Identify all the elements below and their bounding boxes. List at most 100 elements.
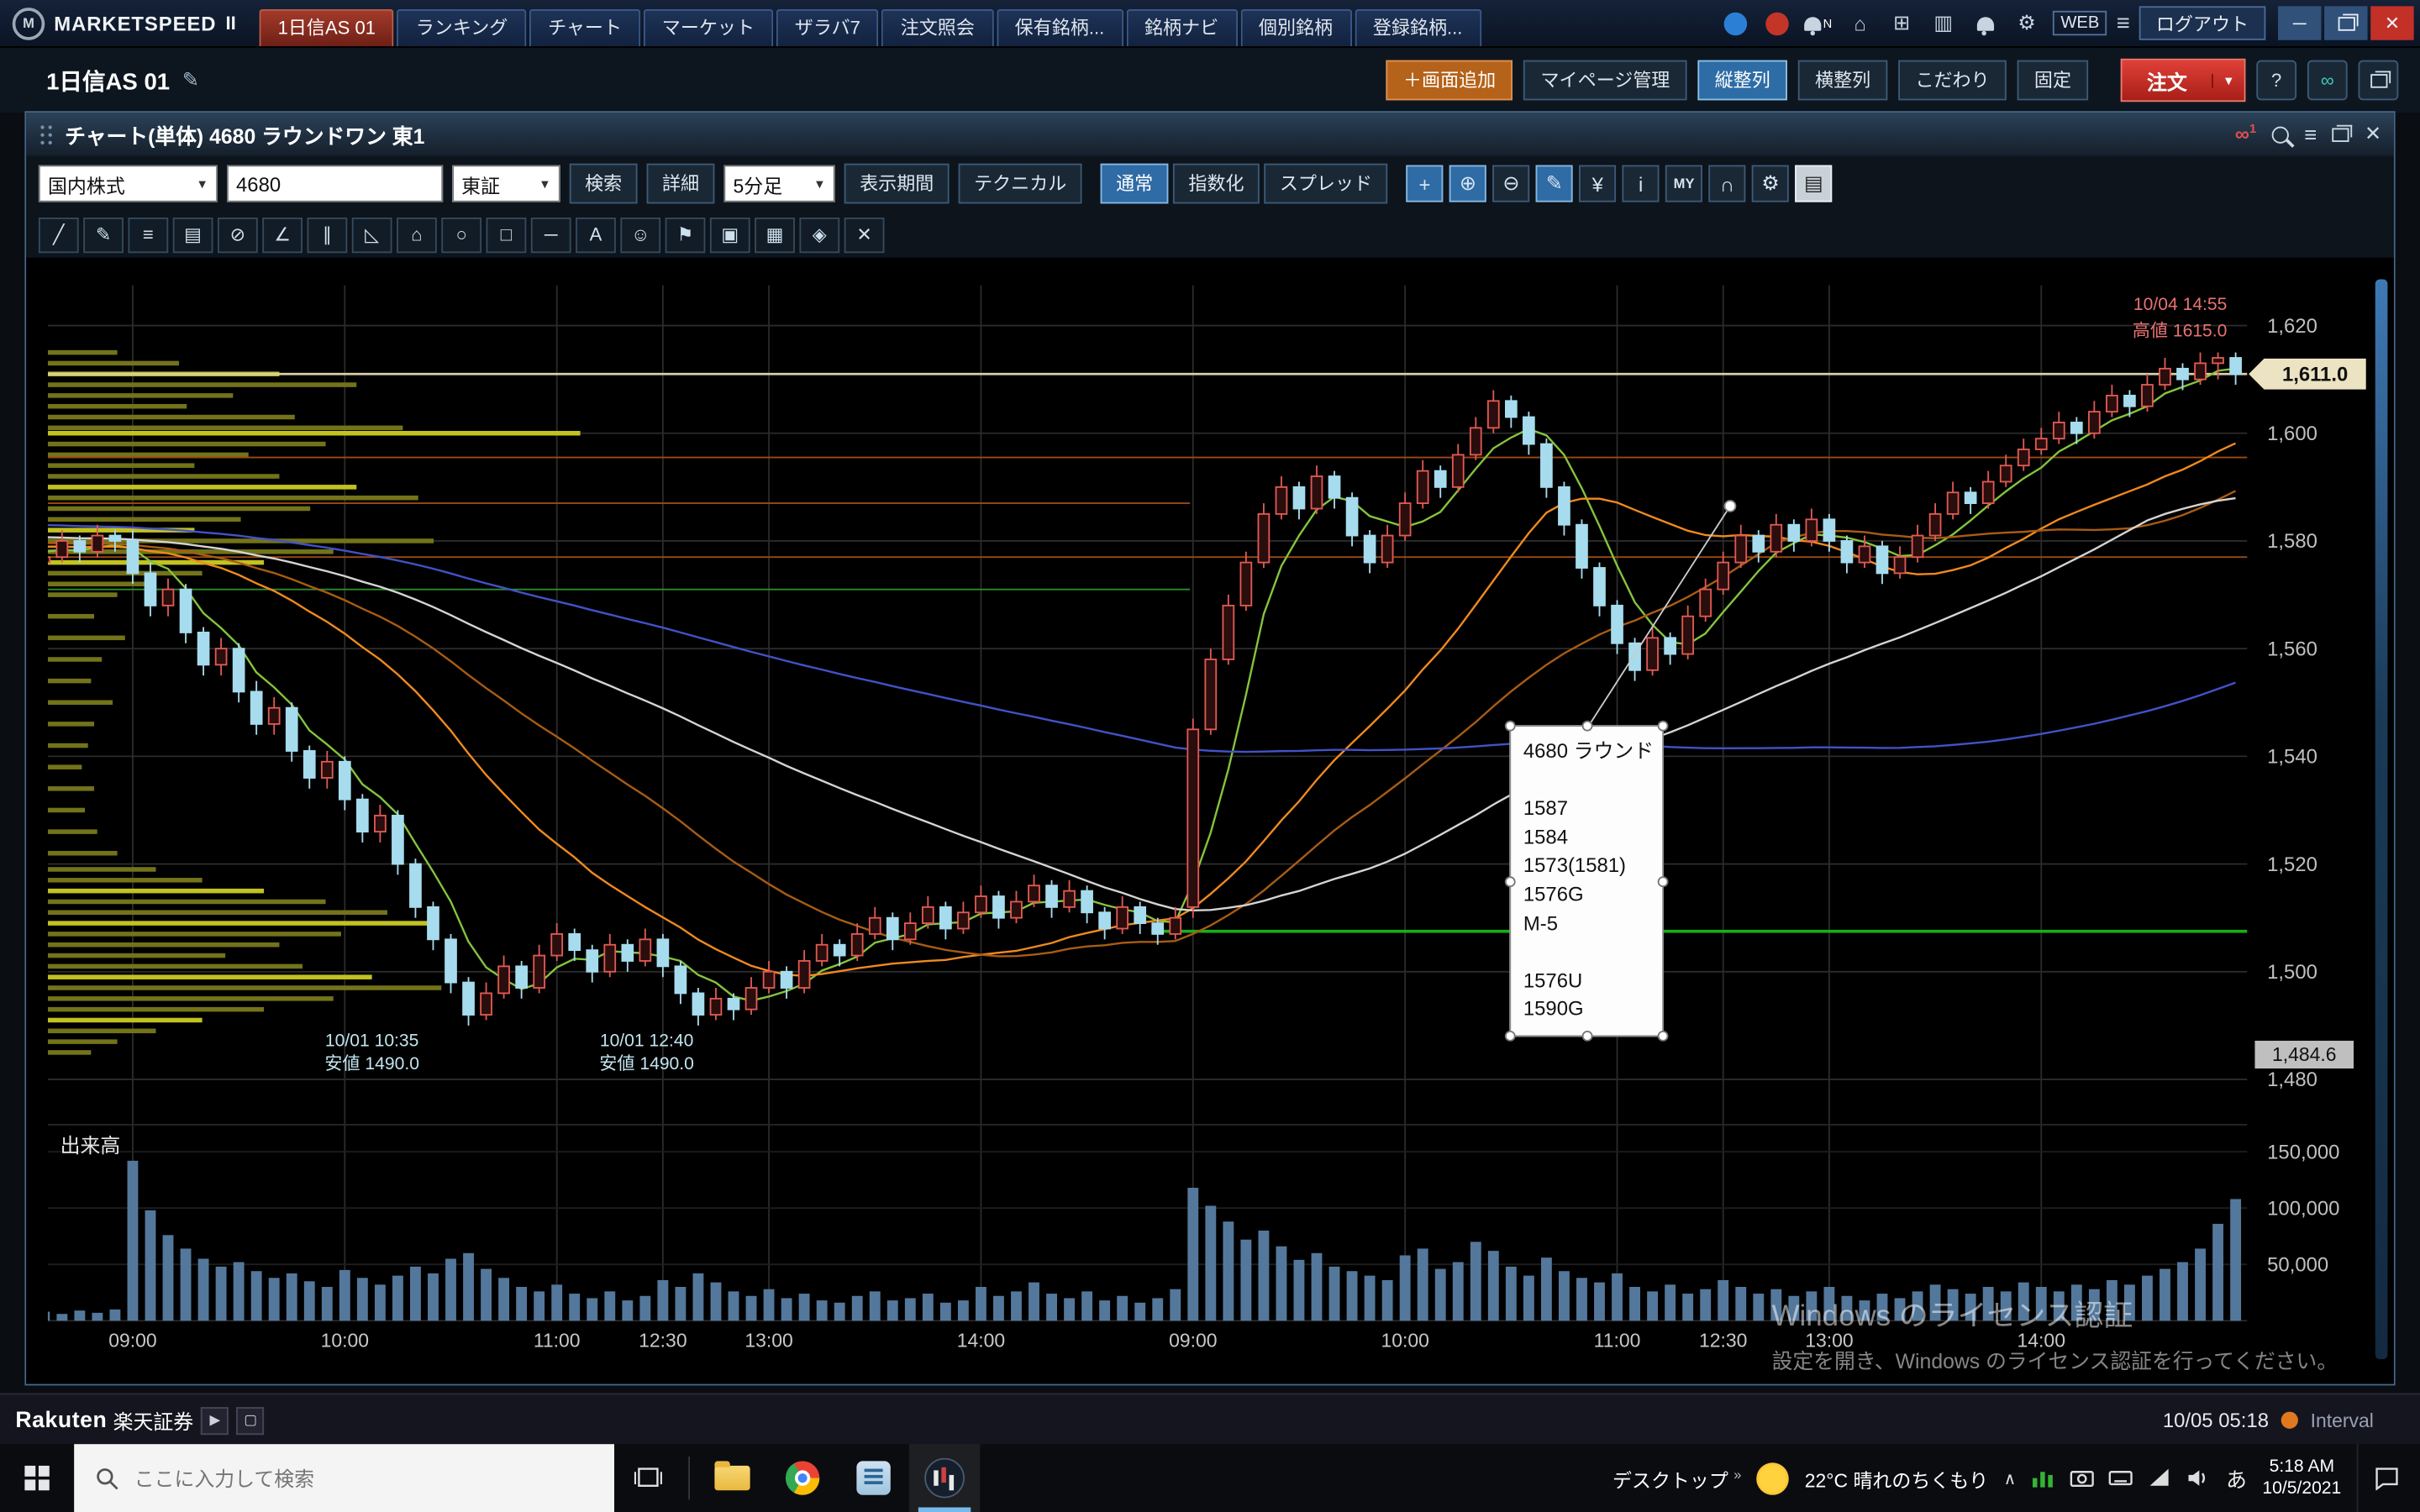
start-button[interactable] [0,1444,74,1512]
mypage-manage-button[interactable]: マイページ管理 [1523,60,1686,101]
restore-button[interactable] [2324,6,2367,39]
circle-line-tool[interactable]: ⊘ [218,217,258,252]
marketspeed-app-button[interactable] [909,1444,980,1512]
polygon-tool[interactable]: ⌂ [397,217,437,252]
speed-news-icon[interactable] [1760,8,1793,39]
resize-handle[interactable] [1505,876,1516,887]
alert-bell-icon[interactable] [1968,8,2002,39]
tray-expand-icon[interactable]: ∧ [2004,1468,2017,1488]
app-tab-3[interactable]: マーケット [644,9,773,46]
app-tab-7[interactable]: 銘柄ナビ [1126,9,1237,46]
draw-pencil-button[interactable]: ✎ [1536,165,1573,202]
add-screen-button[interactable]: ＋画面追加 [1386,60,1513,101]
ime-indicator[interactable]: あ [2226,1462,2247,1494]
file-explorer-button[interactable] [696,1444,766,1512]
home-icon[interactable]: ⌂ [1843,8,1876,39]
keyboard-tray-icon[interactable] [2109,1466,2133,1490]
icon-stamp-tool[interactable]: ☺ [620,217,660,252]
app-tab-6[interactable]: 保有銘柄... [997,9,1123,46]
add-chart-button[interactable]: + [1406,165,1443,202]
window-menu-icon[interactable]: ≡ [2304,122,2317,146]
stock-code-input[interactable] [227,165,443,202]
resize-handle[interactable] [1658,1031,1669,1042]
yen-scale-button[interactable]: ¥ [1579,165,1616,202]
maximize-icon[interactable] [2332,128,2349,142]
gann-fan-tool[interactable]: ∠ [262,217,302,252]
mode-indexed-button[interactable]: 指数化 [1173,164,1260,204]
app-tab-0[interactable]: 1日信AS 01 [260,9,394,46]
link-group-icon[interactable]: ∞1 [2235,123,2256,146]
chart-window-header[interactable]: チャート(単体) 4680 ラウンドワン 東1 ∞1 ≡ ✕ [26,113,2394,155]
close-button[interactable]: ✕ [2370,6,2413,39]
order-button[interactable]: 注文 ▼ [2121,59,2246,102]
text-tool[interactable]: A [576,217,616,252]
horizontal-lines-tool[interactable]: ≡ [128,217,168,252]
news-bell-icon[interactable]: N [1802,8,1835,39]
horizontal-segment-tool[interactable]: ─ [531,217,571,252]
eraser-tool[interactable]: ◈ [799,217,839,252]
fib-retracement-tool[interactable]: ▤ [173,217,213,252]
search-stock-button[interactable]: 検索 [570,164,638,204]
search-icon[interactable] [2272,126,2289,143]
app-tab-4[interactable]: ザラバ7 [776,9,879,46]
vertical-tile-button[interactable]: 縦整列 [1697,60,1787,101]
horizontal-tile-button[interactable]: 横整列 [1798,60,1888,101]
stock-widget-icon[interactable] [2032,1466,2056,1490]
mode-normal-button[interactable]: 通常 [1101,164,1169,204]
exchange-select[interactable]: 東証▼ [452,165,560,202]
help-button[interactable]: ? [2256,60,2296,101]
ellipse-tool[interactable]: ○ [441,217,481,252]
zoom-out-button[interactable]: ⊖ [1492,165,1529,202]
chart-cloud-button[interactable]: ∩ [1708,165,1745,202]
action-center-button[interactable] [2357,1444,2414,1512]
taskbar-search[interactable] [74,1444,614,1512]
network-tray-icon[interactable] [2148,1466,2172,1490]
trendline-tool[interactable]: ╱ [39,217,79,252]
kodawari-button[interactable]: こだわり [1898,60,2007,101]
pen-tool[interactable]: ✎ [83,217,124,252]
close-window-icon[interactable]: ✕ [2365,122,2381,146]
mode-spread-button[interactable]: スプレッド [1264,164,1387,204]
annotation-note[interactable]: 4680 ラウンド 158715841573(1581)1576GM-5 157… [1509,725,1664,1037]
interval-select[interactable]: 5分足▼ [723,165,834,202]
camera-tray-icon[interactable] [2070,1466,2095,1490]
image-tool[interactable]: ▦ [755,217,795,252]
my-chart-button[interactable]: MY [1665,165,1702,202]
logout-button[interactable]: ログアウト [2139,6,2266,39]
weather-widget[interactable]: 22°C 晴れのちくもり [1805,1463,1988,1493]
app-tab-8[interactable]: 個別銘柄 [1240,9,1351,46]
resize-handle[interactable] [1582,1031,1593,1042]
rectangle-tool[interactable]: □ [487,217,527,252]
volume-tray-icon[interactable] [2186,1466,2210,1490]
resize-handle[interactable] [1658,721,1669,732]
zoom-in-button[interactable]: ⊕ [1449,165,1486,202]
flag-pin-tool[interactable]: ⚑ [666,217,706,252]
resize-handle[interactable] [1505,721,1516,732]
order-caret-icon[interactable]: ▼ [2212,73,2244,87]
edit-workspace-icon[interactable]: ✎ [182,68,199,92]
web-badge[interactable]: WEB [2053,11,2107,35]
vertical-lines-tool[interactable]: ∥ [308,217,348,252]
minimize-button[interactable]: ─ [2278,6,2321,39]
app-tab-2[interactable]: チャート [529,9,640,46]
chart-canvas[interactable]: 1,6201,6001,5801,5601,5401,5201,5001,480… [26,258,2394,1384]
app-tab-5[interactable]: 注文照会 [882,9,993,46]
desktop-toolbar-label[interactable]: デスクトップ » [1612,1463,1741,1493]
settings-gear-icon[interactable]: ⚙ [2010,8,2044,39]
app-tab-1[interactable]: ランキング [397,9,527,46]
chrome-button[interactable] [767,1444,838,1512]
task-view-button[interactable] [614,1444,682,1512]
toolbar-expand-icon[interactable]: » [1733,1467,1741,1482]
media-icon[interactable]: ▥ [1927,8,1960,39]
market-globe-icon[interactable] [1718,8,1752,39]
settings-wrench-button[interactable]: ⚙ [1752,165,1789,202]
resize-handle[interactable] [1505,1031,1516,1042]
status-panel-button[interactable]: ▢ [237,1406,265,1434]
pin-layout-button[interactable]: 固定 [2018,60,2089,101]
technical-button[interactable]: テクニカル [959,164,1082,204]
chart-scrollbar[interactable] [2375,279,2388,1359]
link-mode-button[interactable]: ∞ [2307,60,2348,101]
app-tab-9[interactable]: 登録銘柄... [1355,9,1481,46]
notes-app-button[interactable] [838,1444,908,1512]
period-button[interactable]: 表示期間 [844,164,950,204]
